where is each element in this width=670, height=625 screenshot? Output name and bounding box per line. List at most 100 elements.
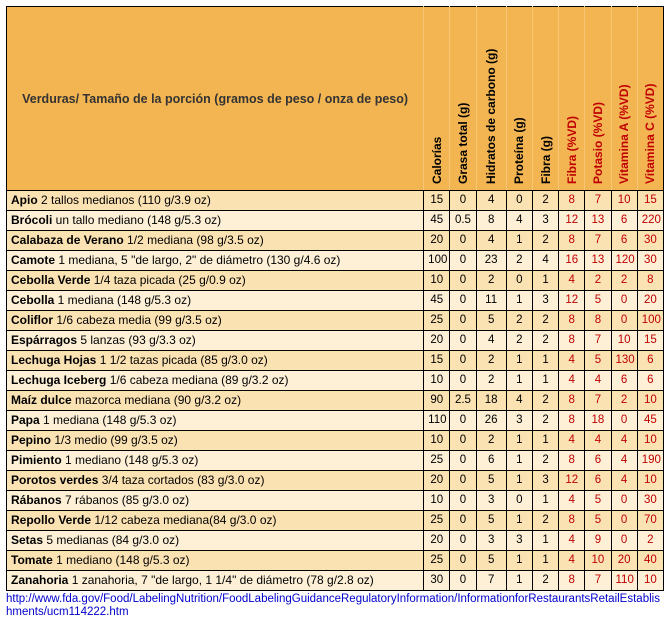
value-cell: 0 [450,511,476,531]
value-cell: 0 [450,411,476,431]
value-cell: 0 [611,311,637,331]
value-cell: 5 [476,311,506,331]
value-cell: 8 [559,511,585,531]
header-col-6: Potasio (%VD) [585,7,611,191]
header-col-4: Fibra (g) [532,7,558,191]
value-cell: 0 [450,371,476,391]
value-cell: 0 [450,331,476,351]
portion-text: 5 medianas (84 g/3.0 oz) [43,533,179,547]
value-cell: 0 [506,191,532,211]
value-cell: 6 [585,471,611,491]
value-cell: 90 [424,391,450,411]
value-cell: 2 [532,511,558,531]
table-row: Pepino 1/3 medio (99 g/3.5 oz)1002114441… [7,431,664,451]
food-name-cell: Apio 2 tallos medianos (110 g/3.9 oz) [7,191,424,211]
food-name-cell: Pepino 1/3 medio (99 g/3.5 oz) [7,431,424,451]
value-cell: 8 [559,311,585,331]
header-col-label: Potasio (%VD) [591,102,605,184]
value-cell: 1 [506,431,532,451]
value-cell: 45 [424,291,450,311]
value-cell: 0 [506,271,532,291]
source-link[interactable]: http://www.fda.gov/Food/LabelingNutritio… [6,593,660,618]
value-cell: 45 [637,411,663,431]
value-cell: 2 [585,271,611,291]
value-cell: 5 [585,351,611,371]
value-cell: 1 [532,431,558,451]
food-name-cell: Espárragos 5 lanzas (93 g/3.3 oz) [7,331,424,351]
value-cell: 4 [559,531,585,551]
table-row: Papa 1 mediana (148 g/5.3 oz)11002632818… [7,411,664,431]
value-cell: 1 [532,371,558,391]
table-row: Setas 5 medianas (84 g/3.0 oz)2003314902 [7,531,664,551]
value-cell: 3 [506,531,532,551]
value-cell: 0 [450,351,476,371]
header-row: Verduras/ Tamaño de la porción (gramos d… [7,7,664,191]
value-cell: 10 [424,431,450,451]
value-cell: 120 [611,251,637,271]
value-cell: 0 [450,471,476,491]
value-cell: 4 [559,271,585,291]
value-cell: 2 [637,531,663,551]
value-cell: 0 [450,551,476,571]
food-name: Repollo Verde [11,513,91,527]
food-name-cell: Maíz dulce mazorca mediana (90 g/3.2 oz) [7,391,424,411]
value-cell: 15 [637,331,663,351]
value-cell: 8 [585,311,611,331]
value-cell: 20 [637,291,663,311]
value-cell: 20 [424,471,450,491]
value-cell: 10 [424,271,450,291]
value-cell: 0 [450,451,476,471]
value-cell: 30 [637,491,663,511]
value-cell: 70 [637,511,663,531]
food-name-cell: Zanahoria 1 zanahoria, 7 "de largo, 1 1/… [7,571,424,591]
food-name-cell: Papa 1 mediana (148 g/5.3 oz) [7,411,424,431]
value-cell: 3 [476,491,506,511]
value-cell: 0 [450,231,476,251]
value-cell: 45 [424,211,450,231]
value-cell: 2 [506,331,532,351]
value-cell: 10 [585,551,611,571]
food-name: Brócoli [11,213,52,227]
food-name: Zanahoria [11,573,68,587]
value-cell: 4 [611,471,637,491]
nutrition-table: Verduras/ Tamaño de la porción (gramos d… [6,6,664,591]
value-cell: 1 [506,371,532,391]
value-cell: 4 [476,191,506,211]
food-name: Pepino [11,433,51,447]
portion-text: 1 mediana, 5 "de largo, 2" de diámetro (… [55,253,340,267]
portion-text: 1 zanahoria, 7 "de largo, 1 1/4" de diám… [68,573,373,587]
value-cell: 0 [611,531,637,551]
food-name: Espárragos [11,333,77,347]
header-col-label: Vitamina C (%VD) [643,84,657,184]
value-cell: 2 [476,271,506,291]
table-row: Cebolla Verde 1/4 taza picada (25 g/0.9 … [7,271,664,291]
portion-text: 2 tallos medianos (110 g/3.9 oz) [38,193,211,207]
value-cell: 5 [585,291,611,311]
header-col-8: Vitamina C (%VD) [637,7,663,191]
value-cell: 4 [476,231,506,251]
value-cell: 4 [559,371,585,391]
value-cell: 3 [506,411,532,431]
value-cell: 2 [532,311,558,331]
value-cell: 10 [424,371,450,391]
portion-text: un tallo mediano (148 g/5.3 oz) [52,213,221,227]
value-cell: 0 [450,271,476,291]
value-cell: 3 [532,291,558,311]
value-cell: 2 [476,371,506,391]
header-col-7: Vitamina A (%VD) [611,7,637,191]
value-cell: 0 [450,291,476,311]
food-name-cell: Brócoli un tallo mediano (148 g/5.3 oz) [7,211,424,231]
value-cell: 10 [424,491,450,511]
value-cell: 1 [532,531,558,551]
food-name: Cebolla [11,293,54,307]
food-name-cell: Calabaza de Verano 1/2 mediana (98 g/3.5… [7,231,424,251]
portion-text: 1/4 taza picada (25 g/0.9 oz) [90,273,245,287]
value-cell: 8 [559,411,585,431]
value-cell: 2 [506,311,532,331]
value-cell: 10 [637,391,663,411]
value-cell: 8 [559,451,585,471]
value-cell: 220 [637,211,663,231]
value-cell: 10 [637,431,663,451]
food-name: Setas [11,533,43,547]
table-row: Camote 1 mediana, 5 "de largo, 2" de diá… [7,251,664,271]
